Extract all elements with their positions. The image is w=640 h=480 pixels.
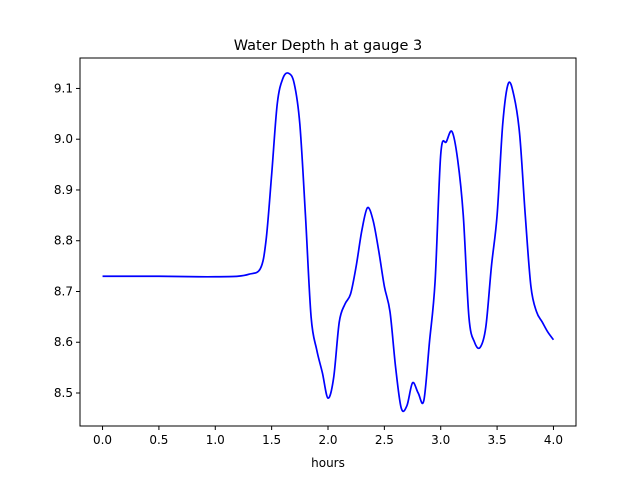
x-tick-label: 2.0 [318,433,337,447]
series-layer [102,72,555,413]
x-tick-label: 3.5 [488,433,507,447]
x-tick-label: 2.5 [375,433,394,447]
plot-area: 0.0 0.5 1.0 1.5 2.0 2.5 3.0 3.5 4.0 8.5 8.6 8.7 8.8… [54,57,577,447]
x-axis-label: hours [311,456,345,470]
x-tick-label: 4.0 [544,433,563,447]
x-tick-label: 3.0 [431,433,450,447]
x-tick-label: 0.0 [93,433,112,447]
y-axis: 8.5 8.6 8.7 8.8 8.9 9.0 9.1 [54,81,80,400]
x-tick-label: 0.5 [149,433,168,447]
y-tick-label: 9.0 [54,132,73,146]
x-tick-label: 1.0 [206,433,225,447]
y-tick-label: 8.8 [54,234,73,248]
y-tick-label: 8.7 [54,284,73,298]
x-tick-label: 1.5 [262,433,281,447]
chart-title: Water Depth h at gauge 3 [234,38,422,54]
y-tick-label: 8.5 [54,386,73,400]
y-tick-label: 8.6 [54,335,73,349]
series-line-0 [102,72,555,413]
y-tick-label: 8.9 [54,183,73,197]
y-tick-label: 9.1 [54,81,73,95]
x-axis: 0.0 0.5 1.0 1.5 2.0 2.5 3.0 3.5 4.0 [93,426,563,447]
